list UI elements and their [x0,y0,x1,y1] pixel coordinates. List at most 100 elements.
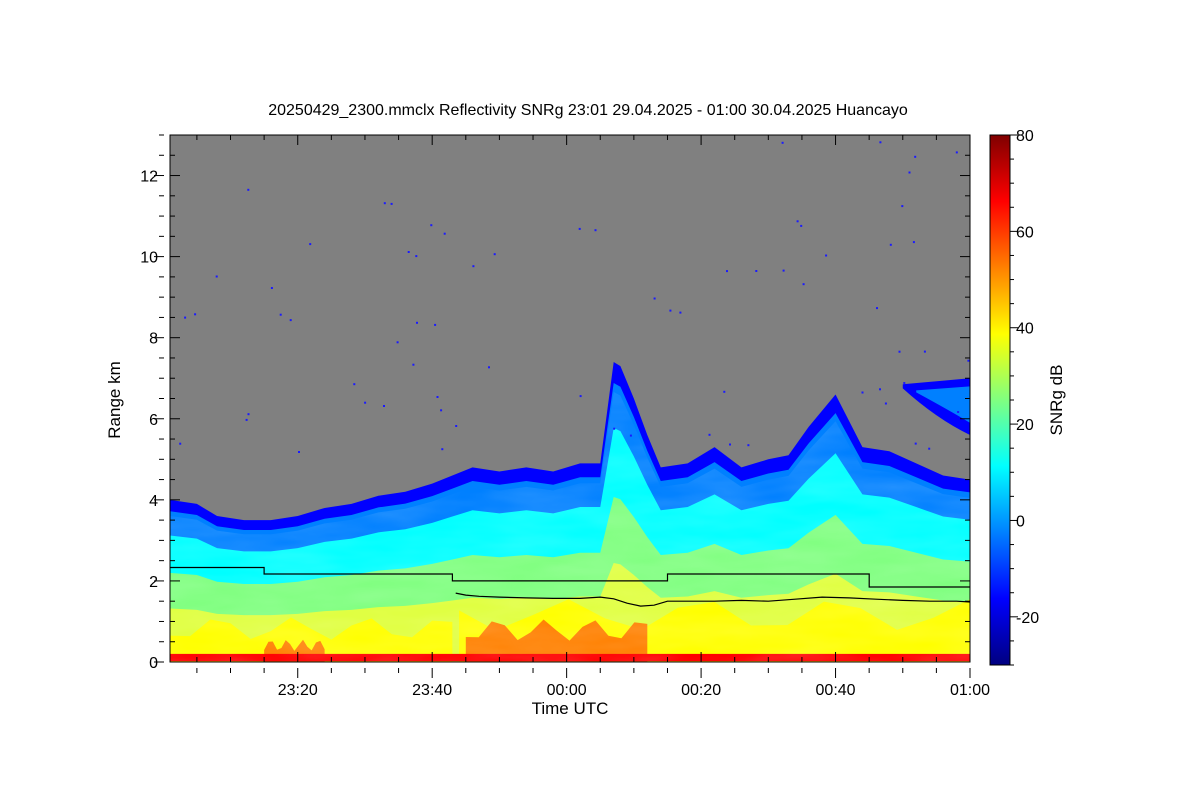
noise-dot [472,265,475,268]
noise-dot [309,243,312,246]
x-axis-label: Time UTC [532,699,609,718]
y-tick-label: 8 [149,331,158,348]
y-tick-label: 10 [140,250,158,267]
chart-title: 20250429_2300.mmclx Reflectivity SNRg 23… [268,102,908,119]
upper-cloud-core [916,386,970,423]
noise-dot [270,287,273,289]
noise-dot [912,241,915,244]
noise-dot [708,433,711,436]
noise-dot [825,254,828,257]
x-tick-label: 00:20 [681,682,721,699]
y-tick-label: 2 [149,574,158,591]
y-tick-label: 0 [149,655,158,672]
series-line-lower [455,592,970,607]
noise-dot [298,451,300,453]
noise-dot [879,141,882,144]
x-tick-label: 23:20 [278,682,318,699]
noise-dot [215,275,218,278]
noise-dot [416,321,418,324]
noise-dot [903,382,906,384]
noise-dot [901,205,904,208]
colorbar-gradient [989,134,1011,666]
y-tick-label: 4 [149,493,158,510]
noise-dot [629,434,632,437]
x-tick-label: 23:40 [412,682,452,699]
x-tick-label: 00:00 [547,682,587,699]
noise-dot [493,253,496,256]
y-axis: 0 2 4 6 8 10 12 [140,134,970,672]
noise-dot [914,442,917,445]
noise-dot [184,316,187,319]
colorbar-tick-label: 60 [1016,224,1034,241]
noise-dot [436,396,439,398]
noise-dot [194,313,197,316]
noise-dot [914,155,917,158]
y-axis-label: Range km [105,361,124,438]
noise-dot [245,418,248,421]
colorbar-ticks: -20 0 20 40 60 80 [1010,128,1039,666]
noise-dot [884,402,887,405]
noise-dot [455,425,458,427]
y-tick-label: 12 [140,169,158,186]
colorbar-tick-label: 40 [1016,321,1034,338]
noise-dot [782,269,785,272]
noise-dot [781,141,784,144]
noise-dot [390,202,393,205]
noise-dot [441,448,444,451]
noise-dot [443,232,446,235]
colorbar-tick-label: 80 [1016,128,1034,145]
noise-dot [415,255,418,258]
noise-dot [679,311,682,314]
noise-dot [488,366,490,369]
noise-dot [898,350,901,353]
colorbar-tick-label: -20 [1016,610,1039,627]
noise-dot [928,447,931,450]
noise-dot [967,359,970,362]
noise-dot [653,297,656,300]
noise-dot [383,405,385,407]
x-axis: 23:20 23:40 00:00 00:20 00:40 01:00 [196,135,990,699]
x-tick-label: 01:00 [950,682,990,699]
noise-dot [879,388,881,391]
noise-dot [876,307,878,310]
noise-dot [800,224,803,227]
noise-dot [578,227,581,230]
noise-dot [434,323,437,326]
colorbar-tick-label: 0 [1016,513,1025,530]
noise-dot [594,229,597,232]
colorbar-label: SNRg dB [1047,365,1066,436]
noise-dot [430,224,433,227]
noise-dot [889,243,892,246]
noise-dot [755,270,758,272]
series-line-step [170,566,970,588]
noise-dot [579,395,582,398]
noise-dot [802,283,805,286]
y-tick-label: 6 [149,412,158,429]
noise-dot [796,220,799,223]
noise-dot [383,202,386,205]
noise-dot [179,442,182,445]
noise-dot [440,409,443,412]
plot-area [170,135,970,662]
noise-dot [407,251,410,253]
x-tick-label: 00:40 [816,682,856,699]
noise-dot [747,444,750,447]
noise-dot [669,309,672,312]
noise-dot [613,427,616,430]
colorbar-tick-label: 20 [1016,417,1034,434]
noise-dots [179,141,970,453]
noise-dot [726,270,728,273]
noise-dot [364,401,367,404]
noise-dot [955,151,958,154]
noise-dot [353,383,356,386]
noise-dot [279,313,282,316]
noise-dot [289,319,292,322]
noise-dot [957,411,960,413]
noise-dot [861,391,864,394]
colorbar: -20 0 20 40 60 80 SNRg dB [989,128,1066,666]
noise-dot [729,443,731,446]
noise-dot [908,171,911,174]
series-lines [170,566,970,607]
